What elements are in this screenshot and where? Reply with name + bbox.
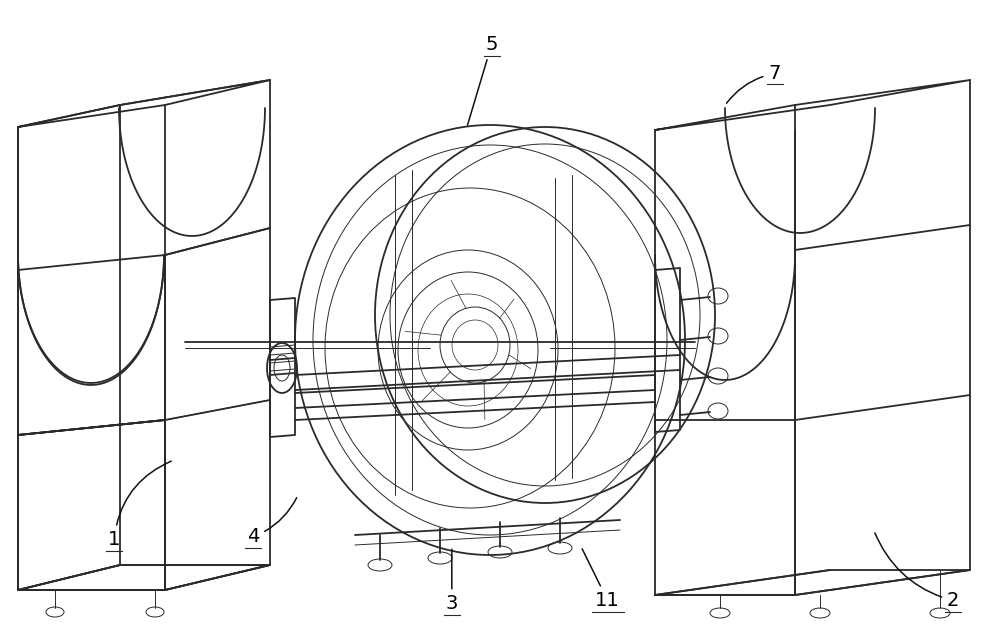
- Text: 7: 7: [727, 64, 780, 103]
- Text: 3: 3: [446, 549, 458, 613]
- Text: 11: 11: [582, 549, 620, 610]
- Text: 5: 5: [468, 35, 497, 125]
- Text: 1: 1: [108, 461, 171, 550]
- Text: 2: 2: [875, 533, 959, 610]
- Text: 4: 4: [247, 498, 297, 546]
